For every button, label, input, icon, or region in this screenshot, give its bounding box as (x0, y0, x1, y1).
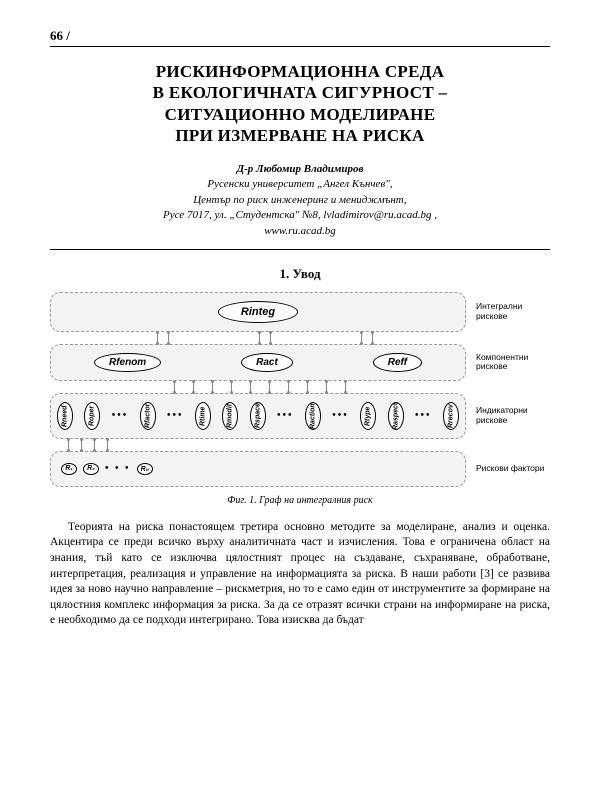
connector-row (50, 439, 550, 451)
layer-box: Rneed Roper ••• Rfactor ••• Rtime Rmodif… (50, 393, 466, 439)
node-indicator: Rneed (57, 402, 73, 430)
figure-caption: Фиг. 1. Граф на интегралния риск (50, 495, 550, 506)
connector-row (50, 332, 550, 344)
layer-box: R₁ R₂ • • • Rₙ (50, 451, 466, 487)
layer-label: Интегрални рискове (472, 302, 550, 322)
title-line: ПРИ ИЗМЕРВАНЕ НА РИСКА (50, 125, 550, 146)
ellipsis-icon: ••• (112, 410, 129, 421)
diagram-layer-integral: Rinteg Интегрални рискове (50, 292, 550, 332)
ellipsis-icon: ••• (332, 410, 349, 421)
body-paragraph: Теорията на риска понастоящем третира ос… (50, 520, 550, 629)
author-url: www.ru.acad.bg (50, 224, 550, 239)
node-indicator: Rtype (360, 402, 376, 430)
node-indicator: Roper (84, 402, 100, 430)
node-factor: Rₙ (137, 463, 153, 475)
layer-label: Рискови фактори (472, 464, 550, 474)
node-rfenom: Rfenom (94, 353, 161, 372)
article-title: РИСКИНФОРМАЦИОННА СРЕДА В ЕКОЛОГИЧНАТА С… (50, 61, 550, 146)
section-heading: 1. Увод (50, 266, 550, 282)
layer-box: Rfenom Ract Reff (50, 344, 466, 381)
node-indicator: Raction (305, 402, 321, 430)
mid-rule (50, 249, 550, 250)
node-indicator: Rspace (250, 402, 266, 430)
layer-box: Rinteg (50, 292, 466, 332)
risk-graph-figure: Rinteg Интегрални рискове Rfenom Ract Re… (50, 292, 550, 487)
node-factor: R₂ (83, 463, 99, 475)
layer-label: Индикаторни рискове (472, 406, 550, 426)
layer-label: Компонентни рискове (472, 353, 550, 373)
ellipsis-icon: • • • (105, 463, 131, 474)
ellipsis-icon: ••• (167, 410, 184, 421)
node-reff: Reff (373, 353, 422, 372)
diagram-layer-indicator: Rneed Roper ••• Rfactor ••• Rtime Rmodif… (50, 393, 550, 439)
node-indicator: Rfactor (140, 402, 156, 430)
node-indicator: Raspect (388, 402, 404, 430)
title-line: СИТУАЦИОННО МОДЕЛИРАНЕ (50, 104, 550, 125)
node-indicator: Rmodif (222, 402, 238, 430)
author-affil: Русенски университет „Ангел Кънчев", (50, 177, 550, 192)
ellipsis-icon: ••• (277, 410, 294, 421)
author-block: Д-р Любомир Владимиров Русенски универси… (50, 162, 550, 239)
header-rule (50, 46, 550, 47)
node-rinteg: Rinteg (218, 301, 298, 323)
author-affil: Център по риск инженеринг и мениджмънт, (50, 193, 550, 208)
diagram-layer-component: Rfenom Ract Reff Компонентни рискове (50, 344, 550, 381)
ellipsis-icon: ••• (415, 410, 432, 421)
node-indicator: Rtime (195, 402, 211, 430)
author-name: Д-р Любомир Владимиров (50, 162, 550, 177)
author-address: Русе 7017, ул. „Студентска" №8, lvladimi… (50, 208, 550, 223)
title-line: РИСКИНФОРМАЦИОННА СРЕДА (50, 61, 550, 82)
page-number: 66 / (50, 28, 550, 44)
node-ract: Ract (241, 353, 293, 372)
node-indicator: Rrecov (443, 402, 459, 430)
connector-row (50, 381, 550, 393)
title-line: В ЕКОЛОГИЧНАТА СИГУРНОСТ – (50, 82, 550, 103)
node-factor: R₁ (61, 463, 77, 475)
diagram-layer-factors: R₁ R₂ • • • Rₙ Рискови фактори (50, 451, 550, 487)
